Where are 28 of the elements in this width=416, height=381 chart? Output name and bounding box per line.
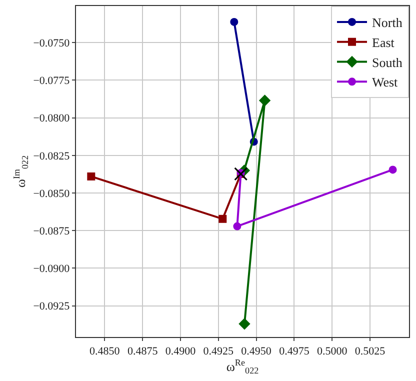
y-tick-label: −0.0850	[33, 188, 70, 200]
point	[230, 18, 238, 26]
point	[258, 94, 271, 106]
legend-label: East	[372, 34, 395, 50]
x-tick-label: 0.5000	[316, 345, 348, 358]
x-tick-label: 0.4950	[241, 345, 272, 358]
x-tick-label: 0.4850	[90, 345, 120, 358]
point	[388, 166, 397, 174]
point	[233, 222, 242, 230]
legend-label: North	[372, 15, 403, 30]
y-tick-label: −0.0750	[33, 37, 70, 50]
point	[234, 167, 248, 181]
point	[218, 214, 227, 223]
point	[87, 172, 96, 180]
x-tick-label: 0.4925	[203, 345, 234, 358]
point	[238, 318, 250, 330]
y-tick-label: −0.0800	[33, 112, 70, 125]
y-tick-label: −0.0925	[33, 300, 70, 313]
y-tick-label: −0.0875	[33, 225, 70, 238]
y-tick-label: −0.0825	[33, 150, 70, 162]
legend-label: South	[372, 54, 403, 70]
x-tick-label: 0.4975	[279, 345, 310, 358]
legend-label: West	[372, 74, 398, 90]
y-tick-label: −0.0775	[33, 75, 70, 88]
x-tick-label: 0.4900	[165, 345, 196, 358]
x-tick-label: 0.5025	[354, 345, 386, 358]
x-tick-label: 0.4875	[127, 345, 158, 358]
y-tick-label: −0.0900	[33, 263, 70, 276]
